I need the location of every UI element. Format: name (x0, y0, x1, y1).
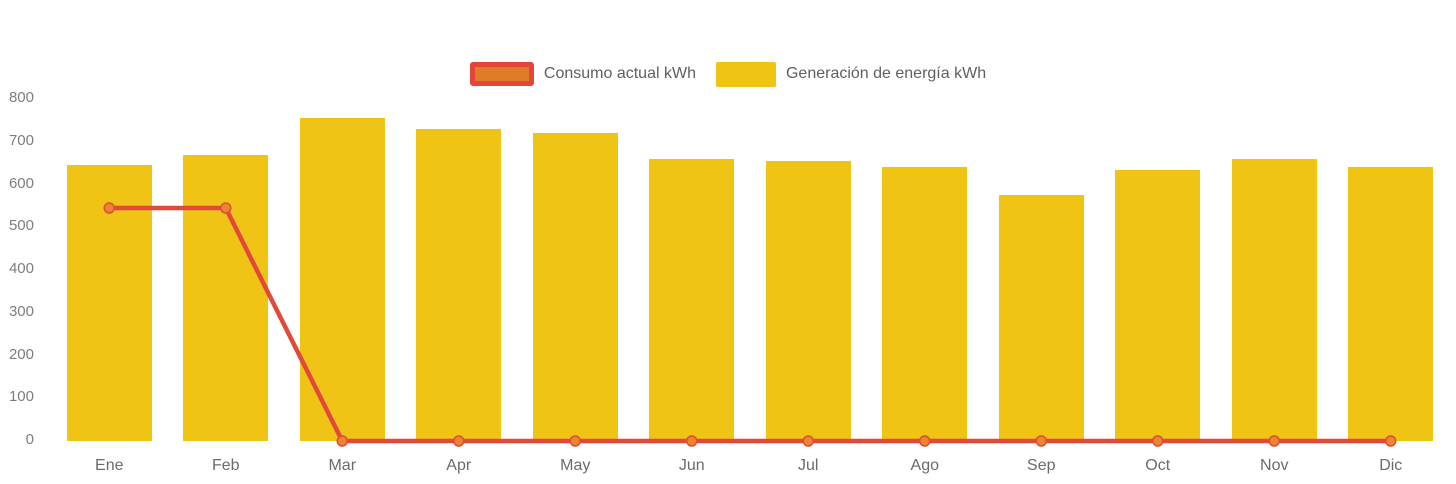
y-tick-label-600: 600 (8, 174, 34, 192)
x-tick-label-oct: Oct (1145, 457, 1171, 474)
y-tick-label-0: 0 (25, 431, 34, 448)
generacion-bar-nov[interactable] (1231, 158, 1317, 441)
x-tick-label-mar: Mar (328, 457, 357, 474)
generacion-bar-oct[interactable] (1115, 169, 1201, 441)
generacion-bar-dic[interactable] (1348, 167, 1434, 441)
x-tick-label-dic: Dic (1379, 457, 1403, 474)
y-tick-label-100: 100 (8, 388, 34, 406)
legend-item-consumo-actual[interactable]: Consumo actual kWh (469, 62, 696, 86)
consumption-point-oct[interactable] (1152, 435, 1164, 447)
consumption-point-ago[interactable] (919, 435, 931, 447)
generacion-bar-mar[interactable] (299, 118, 385, 441)
legend-label-consumo: Consumo actual kWh (543, 65, 696, 82)
consumption-point-nov[interactable] (1268, 435, 1280, 447)
legend-label-generacion: Generación de energía kWh (785, 65, 987, 82)
generacion-bar-sep[interactable] (998, 195, 1084, 441)
chart-legend: Consumo actual kWh Generación de energía… (0, 61, 1456, 87)
y-tick-label-300: 300 (8, 302, 34, 320)
generacion-bar-ago[interactable] (882, 167, 968, 441)
consumption-point-dic[interactable] (1385, 435, 1397, 447)
generacion-bar-swatch-icon (715, 61, 776, 87)
consumption-point-sep[interactable] (1035, 435, 1047, 447)
legend-item-generacion-energia[interactable]: Generación de energía kWh (715, 61, 987, 87)
x-tick-label-apr: Apr (446, 457, 472, 474)
consumption-point-may[interactable] (569, 435, 581, 447)
x-tick-label-jun: Jun (678, 457, 705, 474)
generacion-bar-jul[interactable] (765, 160, 851, 441)
generacion-bar-apr[interactable] (416, 128, 502, 441)
generacion-bar-may[interactable] (532, 133, 618, 441)
y-tick-label-500: 500 (8, 217, 34, 235)
x-tick-label-sep: Sep (1027, 457, 1056, 474)
consumo-line-swatch-icon (469, 62, 534, 86)
consumption-point-mar[interactable] (336, 435, 348, 447)
consumption-point-apr[interactable] (453, 435, 465, 447)
x-tick-label-ago: Ago (910, 457, 939, 474)
y-tick-label-800: 800 (8, 89, 34, 106)
x-tick-label-jul: Jul (798, 457, 819, 474)
y-tick-label-700: 700 (8, 131, 34, 149)
consumption-point-jul[interactable] (802, 435, 814, 447)
generacion-bar-jun[interactable] (649, 158, 735, 441)
x-tick-label-nov: Nov (1260, 457, 1289, 474)
y-tick-label-400: 400 (8, 260, 34, 277)
y-tick-label-200: 200 (8, 345, 34, 363)
consumption-point-jun[interactable] (686, 435, 698, 447)
consumption-point-feb[interactable] (220, 202, 232, 214)
x-tick-label-ene: Ene (95, 457, 124, 474)
consumption-point-ene[interactable] (103, 202, 115, 214)
generacion-bar-feb[interactable] (183, 154, 269, 441)
x-tick-label-feb: Feb (211, 457, 240, 474)
x-tick-label-may: May (560, 457, 591, 474)
